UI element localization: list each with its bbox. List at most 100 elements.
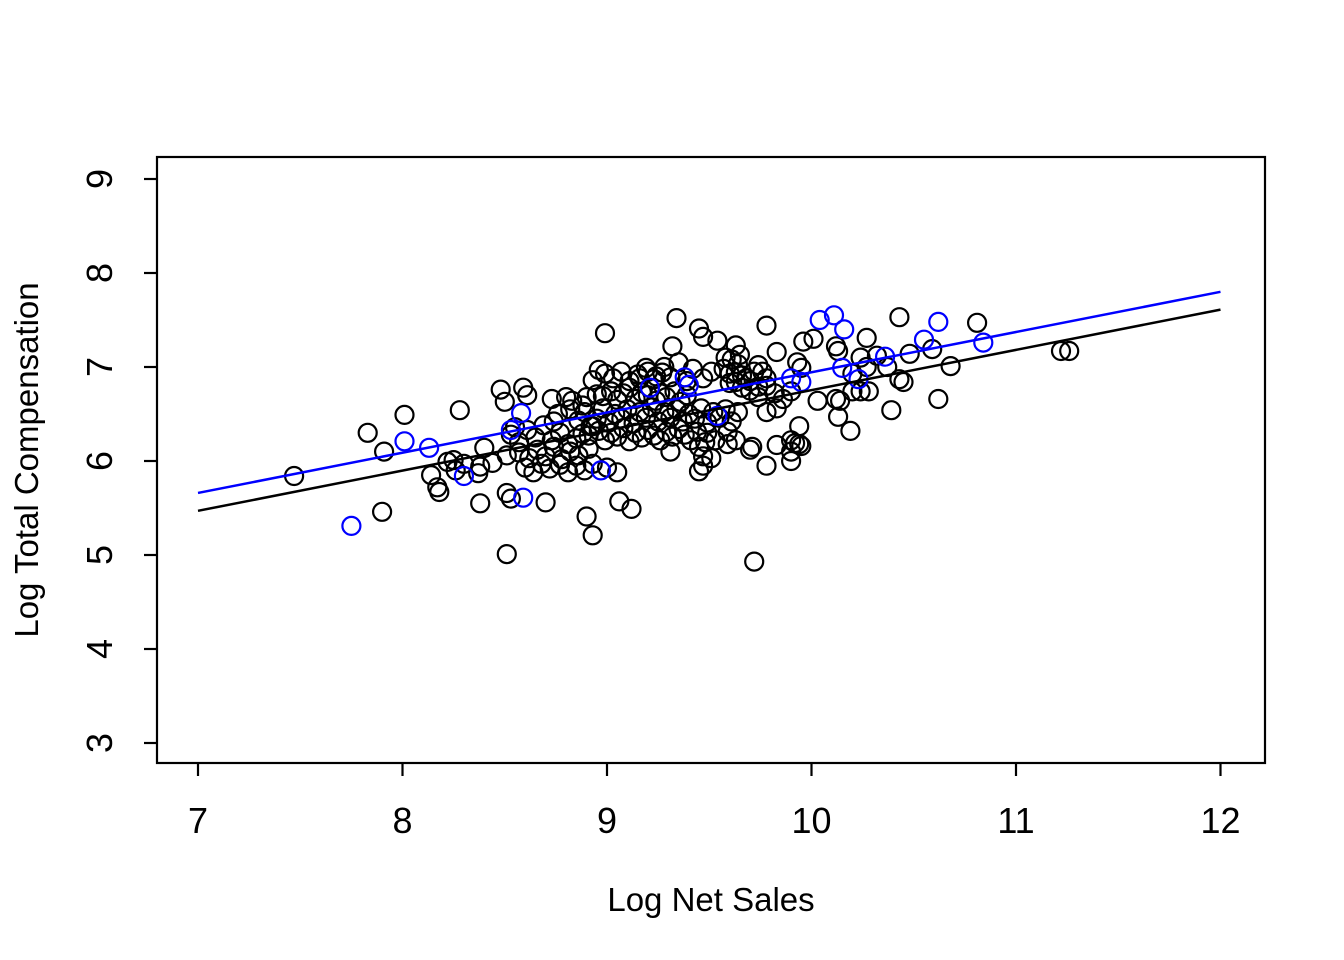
data-point (490, 379, 511, 400)
data-point (590, 460, 612, 481)
data-point (374, 441, 395, 462)
data-point (678, 403, 699, 425)
data-point (827, 406, 849, 427)
x-axis-title: Log Net Sales (607, 881, 814, 918)
x-axis-tick-labels: 7 8 9 10 11 12 (188, 800, 1241, 841)
data-point (834, 319, 855, 340)
data-point (850, 381, 871, 402)
y-axis-ticks (144, 177, 157, 745)
x-tick-label: 8 (392, 800, 412, 841)
y-tick-label: 6 (79, 451, 120, 471)
data-point (474, 437, 495, 458)
data-point (429, 481, 450, 503)
data-point (809, 309, 830, 331)
data-point (576, 387, 597, 408)
data-point (582, 416, 603, 437)
data-point (889, 307, 910, 328)
data-point (858, 381, 879, 402)
data-point (678, 374, 699, 395)
data-point (856, 327, 877, 348)
data-point (928, 388, 949, 410)
data-point (539, 458, 560, 479)
data-point (533, 415, 554, 436)
data-point (666, 308, 687, 329)
data-point (470, 493, 491, 514)
data-point (823, 305, 845, 326)
data-point (756, 402, 777, 423)
data-point (688, 461, 710, 482)
data-point (766, 341, 787, 363)
data-point (513, 487, 534, 508)
data-point (578, 438, 599, 459)
data-point (394, 431, 415, 452)
data-point (692, 455, 714, 476)
data-point (756, 455, 777, 476)
data-point (496, 445, 517, 466)
data-point (793, 331, 814, 352)
data-point (621, 498, 642, 519)
data-point (449, 400, 470, 421)
fit-line-black (197, 308, 1221, 513)
y-axis-tick-labels: 3 4 5 6 7 8 9 (79, 169, 120, 753)
data-point (684, 408, 706, 429)
data-point (639, 377, 661, 398)
scatter-points-blue (341, 305, 994, 537)
data-point (1059, 340, 1080, 362)
data-point (789, 434, 810, 455)
data-point (660, 441, 681, 462)
data-point (562, 390, 583, 411)
y-tick-label: 8 (79, 263, 120, 283)
data-point (889, 369, 910, 390)
x-tick-label: 7 (188, 800, 208, 841)
data-point (692, 446, 714, 467)
y-tick-label: 3 (79, 733, 120, 753)
data-point (688, 436, 710, 457)
fit-line-blue (197, 290, 1221, 495)
data-point (607, 462, 628, 483)
data-point (582, 525, 603, 546)
data-point (692, 326, 714, 347)
data-point (654, 402, 675, 423)
data-point (394, 404, 415, 425)
data-point (443, 450, 464, 471)
data-point (674, 424, 695, 445)
data-point (729, 344, 751, 365)
data-point (717, 434, 738, 455)
data-point (928, 311, 949, 332)
data-point (496, 543, 517, 565)
data-point (744, 551, 765, 572)
data-point (666, 399, 687, 420)
data-point (766, 398, 787, 419)
data-point (629, 402, 650, 423)
data-point (372, 501, 393, 522)
data-point (419, 437, 440, 458)
data-point (654, 356, 675, 378)
data-point (576, 506, 597, 527)
y-axis-title: Log Total Compensation (8, 282, 45, 637)
data-point (866, 345, 888, 366)
data-point (727, 402, 749, 423)
x-tick-label: 10 (791, 800, 831, 841)
data-point (742, 436, 763, 457)
x-tick-label: 12 (1200, 800, 1240, 841)
y-tick-label: 7 (79, 357, 120, 377)
data-point (635, 407, 657, 428)
data-point (940, 356, 961, 377)
data-point (840, 420, 861, 441)
y-tick-label: 4 (79, 639, 120, 659)
data-point (510, 403, 532, 424)
data-point (707, 330, 728, 351)
data-point (662, 336, 683, 357)
data-point (739, 439, 761, 460)
data-point (357, 422, 378, 443)
data-point (803, 328, 824, 349)
regression-lines (197, 290, 1221, 513)
data-point (707, 405, 728, 426)
data-point (725, 335, 746, 356)
scatter-points-black (284, 307, 1080, 572)
data-point (453, 465, 474, 487)
data-point (850, 347, 871, 368)
